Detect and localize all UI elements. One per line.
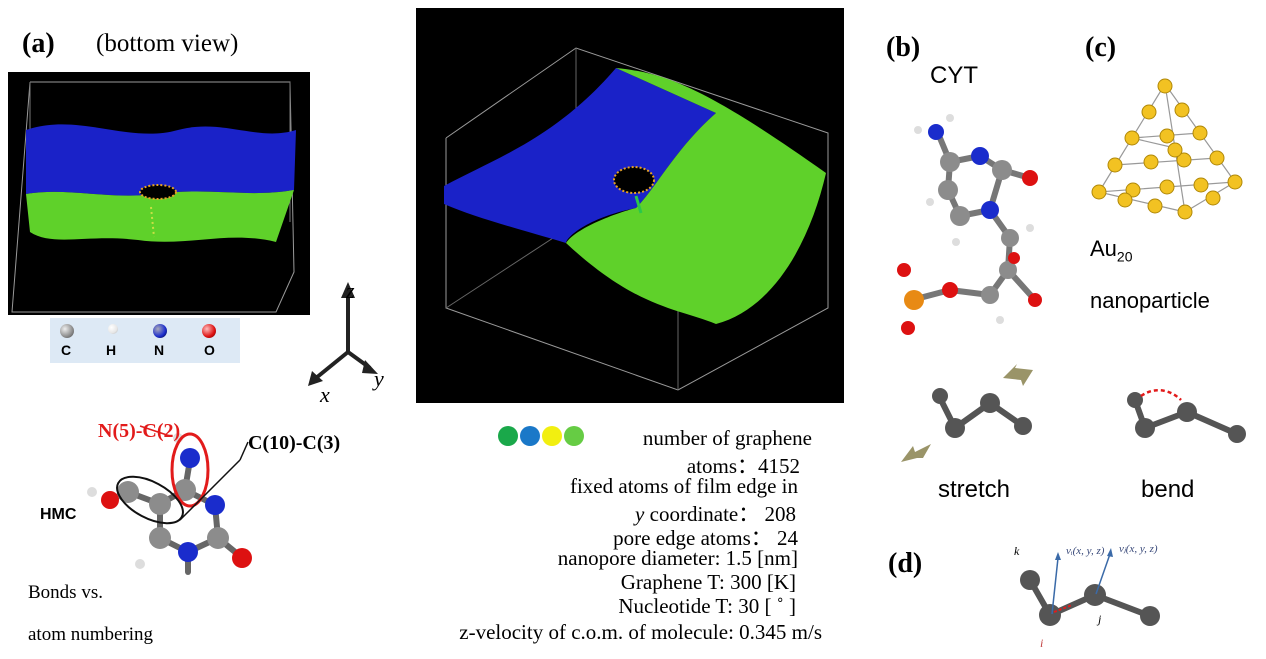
info-line-5: pore edge atoms： 24 <box>613 526 798 550</box>
graphene-atom-dots <box>498 426 586 451</box>
info-line-7: Graphene T: 300 [K] <box>620 570 796 594</box>
vj-arrow-icon <box>1095 553 1111 595</box>
cytidine-molecule-graphic <box>897 114 1042 335</box>
caption-line-2: atom numbering <box>28 624 154 645</box>
stretch-arrow-down-icon <box>901 444 931 462</box>
atom-label-i: i <box>1040 636 1044 650</box>
cyt-label: CYT <box>930 62 978 89</box>
bond-label-c10-c3: C(10)-C(3) <box>248 432 341 454</box>
info-line-8: Nucleotide T: 30 [ ˚ ] <box>618 594 796 618</box>
info-line-1: number of graphene <box>642 426 812 450</box>
velocity-label-vi: vᵢ(x, y, z) <box>1066 545 1105 557</box>
au-subscript: 20 <box>1116 248 1133 265</box>
view-caption: (bottom view) <box>96 30 239 57</box>
simulation-parameters: number of graphene atoms：4152 fixed atom… <box>330 420 830 655</box>
info-line-4-italic: y <box>635 502 645 526</box>
axis-label-z: z <box>346 278 355 303</box>
panel-a-label: (a) <box>22 28 55 59</box>
au-symbol: Au <box>1090 236 1117 261</box>
axis-label-x: x <box>320 382 330 407</box>
panel-d-label: (d) <box>888 548 923 579</box>
au20-nanoparticle-graphic <box>1091 78 1243 220</box>
info-line-3: fixed atoms of film edge in <box>569 474 798 498</box>
axis-label-y: y <box>374 366 384 391</box>
atom-label-j: j <box>1098 612 1102 626</box>
legend-label-h: H <box>106 342 117 358</box>
info-line-6: nanopore diameter: 1.5 [nm] <box>557 546 798 570</box>
vi-arrow-icon <box>1051 557 1059 615</box>
nanoparticle-label: nanoparticle <box>1090 288 1210 313</box>
dot-lightgreen-icon <box>564 426 584 446</box>
bend-angle-arrow-icon <box>1140 388 1182 401</box>
bend-label: bend <box>1141 476 1195 503</box>
stretch-label: stretch <box>938 476 1011 503</box>
bond-label-n5-c2: N(5)-C(2) <box>98 420 181 442</box>
panel-c-label: (c) <box>1085 32 1117 63</box>
hydrogen-sphere-icon <box>108 324 118 334</box>
info-line-9: z-velocity of c.o.m. of molecule: 0.345 … <box>459 620 822 644</box>
info-line-4-rest: coordinate： 208 <box>644 502 796 526</box>
bottom-view-render <box>8 72 310 315</box>
coordinate-axes-icon <box>308 282 378 386</box>
au20-label: Au20 <box>1090 236 1133 264</box>
panel-b-label: (b) <box>886 32 921 63</box>
legend-label-c: C <box>61 342 72 358</box>
dot-blue-icon <box>520 426 540 446</box>
velocity-label-vj: vⱼ(x, y, z) <box>1119 543 1158 555</box>
dot-yellow-icon <box>542 426 562 446</box>
perspective-render <box>416 8 844 403</box>
info-line-4: y coordinate： 208 <box>635 498 796 528</box>
info-line-2: atoms：4152 <box>686 454 800 478</box>
atom-legend: C H N O <box>50 318 240 363</box>
velocity-diagram <box>1020 548 1160 626</box>
hmc-molecule-graphic <box>87 425 252 575</box>
stretch-arrow-up-icon <box>1003 364 1033 386</box>
bend-diagram <box>1127 388 1246 443</box>
atom-label-k: k <box>1014 544 1020 558</box>
carbon-sphere-icon <box>60 324 74 338</box>
nitrogen-sphere-icon <box>153 324 167 338</box>
oxygen-sphere-icon <box>202 324 216 338</box>
caption-line-1: Bonds vs. <box>28 582 103 603</box>
perspective-graphic <box>444 47 829 391</box>
bottom-view-graphic <box>11 81 296 313</box>
legend-label-n: N <box>154 342 165 358</box>
hmc-label: HMC <box>40 506 77 523</box>
stretch-diagram <box>901 364 1033 462</box>
legend-label-o: O <box>204 342 215 358</box>
dot-green-icon <box>498 426 518 446</box>
